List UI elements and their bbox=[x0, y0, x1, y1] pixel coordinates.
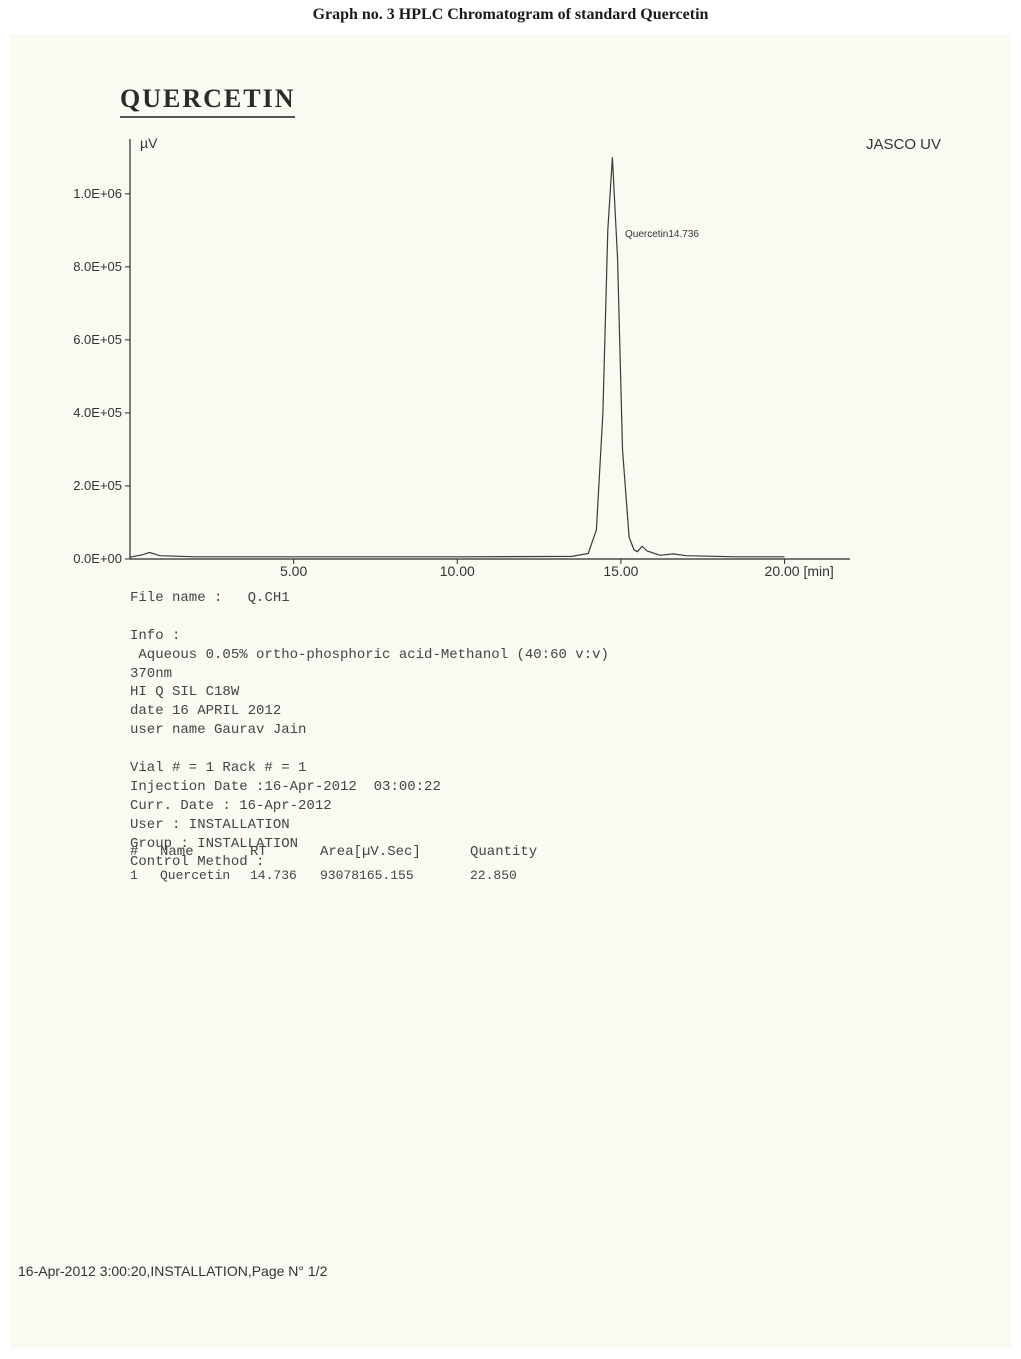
chromatogram-svg bbox=[60, 129, 910, 579]
peak-table-header: # Name RT Area[µV.Sec] Quantity bbox=[130, 844, 560, 860]
current-date: Curr. Date : 16-Apr-2012 bbox=[130, 798, 332, 814]
y-tick-label: 6.0E+05 bbox=[62, 332, 122, 347]
x-tick-label: 10.00 bbox=[427, 563, 487, 579]
col-qty: Quantity bbox=[470, 844, 560, 860]
injection-date: Injection Date :16-Apr-2012 03:00:22 bbox=[130, 779, 441, 795]
wavelength: 370nm bbox=[130, 666, 172, 682]
x-axis-unit: 20.00 [min] bbox=[765, 563, 834, 579]
column: HI Q SIL C18W bbox=[130, 684, 239, 700]
y-tick-label: 0.0E+00 bbox=[62, 551, 122, 566]
col-idx: # bbox=[130, 844, 160, 860]
mobile-phase: Aqueous 0.05% ortho-phosphoric acid-Meth… bbox=[130, 647, 609, 663]
file-name-label: File name : bbox=[130, 590, 222, 606]
file-name-value: Q.CH1 bbox=[248, 590, 290, 606]
chromatogram-chart: 0.0E+00 2.0E+05 4.0E+05 6.0E+05 8.0E+05 1.0E+… bbox=[60, 129, 910, 579]
compound-title: QUERCETIN bbox=[120, 84, 295, 118]
peak-table: # Name RT Area[µV.Sec] Quantity 1 Querce… bbox=[130, 844, 560, 883]
x-tick-label: 5.00 bbox=[264, 563, 324, 579]
info-label: Info : bbox=[130, 628, 180, 644]
y-axis-unit: µV bbox=[140, 135, 157, 151]
col-rt: RT bbox=[250, 844, 320, 860]
table-row: 1 Quercetin 14.736 93078165.155 22.850 bbox=[130, 868, 560, 883]
vial-rack: Vial # = 1 Rack # = 1 bbox=[130, 760, 306, 776]
col-area: Area[µV.Sec] bbox=[320, 844, 470, 860]
y-tick-label: 2.0E+05 bbox=[62, 478, 122, 493]
y-tick-label: 4.0E+05 bbox=[62, 405, 122, 420]
user-name: user name Gaurav Jain bbox=[130, 722, 306, 738]
peak-label: Quercetin14.736 bbox=[625, 229, 699, 240]
cell-name: Quercetin bbox=[160, 868, 250, 883]
col-name: Name bbox=[160, 844, 250, 860]
run-info-block: File name : Q.CH1 Info : Aqueous 0.05% o… bbox=[130, 589, 609, 872]
cell-rt: 14.736 bbox=[250, 868, 320, 883]
x-tick-label: 15.00 bbox=[591, 563, 651, 579]
report-sheet: QUERCETIN JASCO UV 0.0E+002.0E+054.0E+05… bbox=[10, 34, 1011, 1349]
cell-idx: 1 bbox=[130, 868, 160, 883]
y-tick-label: 8.0E+05 bbox=[62, 259, 122, 274]
cell-area: 93078165.155 bbox=[320, 868, 470, 883]
install-user: User : INSTALLATION bbox=[130, 817, 290, 833]
page-footer: 16-Apr-2012 3:00:20,INSTALLATION,Page N°… bbox=[18, 1263, 327, 1279]
cell-qty: 22.850 bbox=[470, 868, 560, 883]
page-title: Graph no. 3 HPLC Chromatogram of standar… bbox=[0, 0, 1021, 24]
y-tick-label: 1.0E+06 bbox=[62, 186, 122, 201]
run-date: date 16 APRIL 2012 bbox=[130, 703, 281, 719]
